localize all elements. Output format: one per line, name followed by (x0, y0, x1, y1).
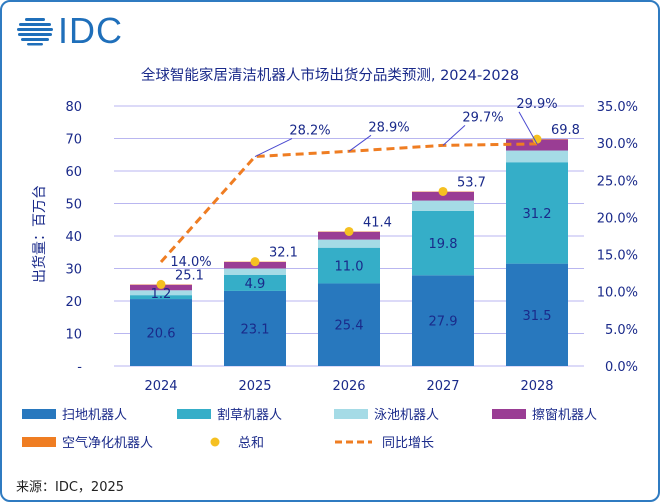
y-tick-label: 30 (65, 263, 82, 278)
bar-segment (130, 290, 192, 296)
total-marker (250, 257, 260, 267)
y2-tick-label: 10.0% (597, 286, 638, 301)
growth-label: 29.7% (462, 110, 503, 125)
segment-label: 11.0 (335, 260, 364, 275)
total-label: 53.7 (457, 175, 486, 190)
segment-label: 31.2 (523, 207, 552, 222)
chart: 全球智能家居清洁机器人市场出货分品类预测, 2024-2028 出货量：百万台 … (22, 66, 638, 451)
legend-swatch (177, 409, 211, 419)
y-tick-label: 70 (65, 133, 82, 148)
segment-label: 4.9 (245, 277, 266, 292)
total-label: 69.8 (551, 123, 580, 138)
bar-segment (318, 247, 380, 284)
y2-tick-label: 5.0% (605, 323, 638, 338)
growth-label: 28.2% (289, 124, 330, 139)
y2-tick-label: 30.0% (597, 137, 638, 152)
growth-label: 29.9% (516, 97, 557, 112)
idc-logo: IDC (16, 10, 123, 52)
x-tick-label: 2025 (238, 379, 271, 394)
segment-label: 23.1 (241, 322, 270, 337)
growth-leader-line (442, 125, 466, 146)
bar-segment (130, 299, 192, 366)
y2-tick-label: 35.0% (597, 100, 638, 115)
source-note: 来源：IDC，2025 (16, 480, 125, 495)
x-tick-label: 2024 (144, 379, 177, 394)
bar-segment (224, 290, 286, 366)
total-label: 32.1 (269, 246, 298, 261)
y2-tick-label: 0.0% (605, 360, 638, 375)
total-label: 25.1 (175, 268, 204, 283)
bar-segment (506, 263, 568, 366)
bar-segment (130, 295, 192, 300)
legend-swatch (334, 409, 368, 419)
bar-segment (506, 150, 568, 163)
y-tick-label: 20 (65, 295, 82, 310)
y-tick-label: 10 (65, 328, 82, 343)
bar-segment (318, 239, 380, 248)
growth-label: 14.0% (170, 255, 211, 270)
legend-label: 空气净化机器人 (62, 435, 153, 451)
bar-segment (224, 275, 286, 291)
bar-segment (412, 200, 474, 211)
total-label: 41.4 (363, 215, 392, 230)
legend-swatch (22, 437, 56, 447)
total-marker (438, 186, 448, 196)
y-tick-label: - (77, 360, 82, 375)
x-tick-label: 2028 (520, 379, 553, 394)
bar-segment (412, 275, 474, 366)
legend-swatch (210, 437, 220, 447)
segment-label: 20.6 (147, 327, 176, 342)
logo-text: IDC (58, 10, 123, 51)
bar-segment (412, 210, 474, 276)
legend-label: 擦窗机器人 (532, 407, 597, 423)
x-tick-label: 2027 (426, 379, 459, 394)
total-marker (156, 279, 166, 289)
y-axis-label: 出货量：百万台 (31, 185, 48, 283)
segment-label: 27.9 (429, 315, 458, 330)
segment-label: 31.5 (523, 309, 552, 324)
legend-label: 总和 (238, 436, 264, 451)
bar-segment (224, 268, 286, 275)
segment-label: 19.8 (429, 237, 458, 252)
globe-icon (17, 18, 53, 46)
legend-label: 割草机器人 (217, 407, 282, 423)
legend-label: 同比增长 (382, 436, 434, 451)
y-tick-label: 80 (65, 100, 82, 115)
bar-segment (506, 162, 568, 264)
y2-tick-label: 20.0% (597, 211, 638, 226)
y2-tick-label: 25.0% (597, 174, 638, 189)
growth-leader-line (254, 138, 293, 157)
bar-segment (318, 283, 380, 366)
growth-label: 28.9% (368, 120, 409, 135)
y-tick-label: 50 (65, 198, 82, 213)
total-marker (532, 134, 542, 144)
y-tick-label: 40 (65, 230, 82, 245)
y2-tick-label: 15.0% (597, 249, 638, 264)
growth-leader-line (348, 134, 372, 152)
total-marker (344, 226, 354, 236)
growth-leader-line (518, 111, 538, 145)
y-tick-label: 60 (65, 165, 82, 180)
bar-segment (412, 191, 474, 201)
legend-swatch (22, 409, 56, 419)
chart-title: 全球智能家居清洁机器人市场出货分品类预测, 2024-2028 (141, 66, 519, 84)
segment-label: 25.4 (335, 319, 364, 334)
legend-swatch (492, 409, 526, 419)
segment-label: 1.2 (151, 287, 172, 302)
x-tick-label: 2026 (332, 379, 365, 394)
legend-label: 扫地机器人 (62, 408, 127, 423)
legend-label: 泳池机器人 (374, 408, 439, 423)
